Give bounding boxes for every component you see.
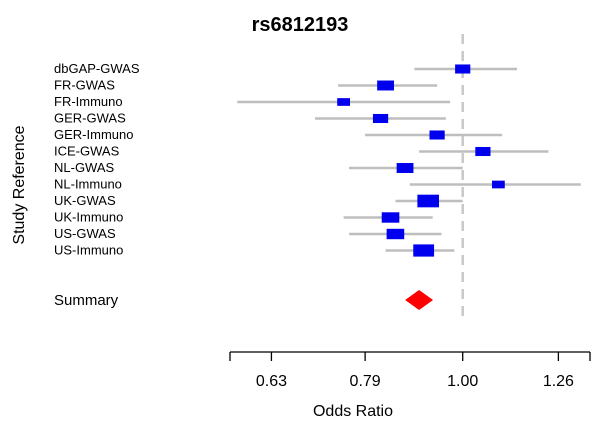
study-label: dbGAP-GWAS xyxy=(54,61,140,76)
estimate-box xyxy=(491,180,505,189)
x-tick-label: 1.00 xyxy=(447,373,478,390)
study-label: NL-Immuno xyxy=(54,177,122,192)
study-label: UK-Immuno xyxy=(54,210,123,225)
study-label: ICE-GWAS xyxy=(54,144,120,159)
study-label: US-GWAS xyxy=(54,226,116,241)
estimate-box xyxy=(377,80,394,91)
study-label: GER-GWAS xyxy=(54,111,126,126)
estimate-box xyxy=(455,64,471,74)
summary-diamond xyxy=(405,290,434,310)
study-label: UK-GWAS xyxy=(54,193,116,208)
y-axis-label: Study Reference xyxy=(11,125,28,244)
estimate-box xyxy=(475,146,491,157)
x-tick-label: 0.63 xyxy=(256,373,287,390)
x-tick-label: 0.79 xyxy=(350,373,381,390)
x-axis-label: Odds Ratio xyxy=(313,403,393,420)
study-label: GER-Immuno xyxy=(54,127,133,142)
estimate-box xyxy=(413,244,435,257)
estimate-box xyxy=(386,228,405,240)
estimate-box xyxy=(396,163,414,173)
estimate-box xyxy=(337,98,351,106)
x-tick-label: 1.26 xyxy=(543,373,574,390)
estimate-box xyxy=(429,130,445,140)
study-label: US-Immuno xyxy=(54,243,123,258)
estimate-box xyxy=(372,113,389,124)
study-label: FR-Immuno xyxy=(54,94,123,109)
study-label: FR-GWAS xyxy=(54,78,115,93)
estimate-box xyxy=(381,212,400,223)
summary-label: Summary xyxy=(54,292,119,309)
estimate-box xyxy=(417,194,439,208)
chart-title: rs6812193 xyxy=(252,14,349,36)
study-label: NL-GWAS xyxy=(54,160,115,175)
